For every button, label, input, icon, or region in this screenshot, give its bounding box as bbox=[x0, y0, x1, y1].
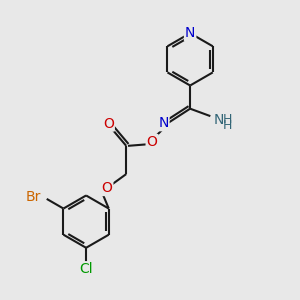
Text: O: O bbox=[101, 181, 112, 195]
Text: Cl: Cl bbox=[79, 262, 93, 276]
Text: N: N bbox=[158, 116, 169, 130]
Text: H: H bbox=[223, 118, 232, 131]
Text: O: O bbox=[103, 116, 114, 130]
Text: H: H bbox=[223, 113, 232, 127]
Text: Br: Br bbox=[26, 190, 41, 204]
Text: N: N bbox=[185, 26, 195, 40]
Text: N: N bbox=[214, 113, 224, 127]
Text: O: O bbox=[147, 135, 158, 149]
